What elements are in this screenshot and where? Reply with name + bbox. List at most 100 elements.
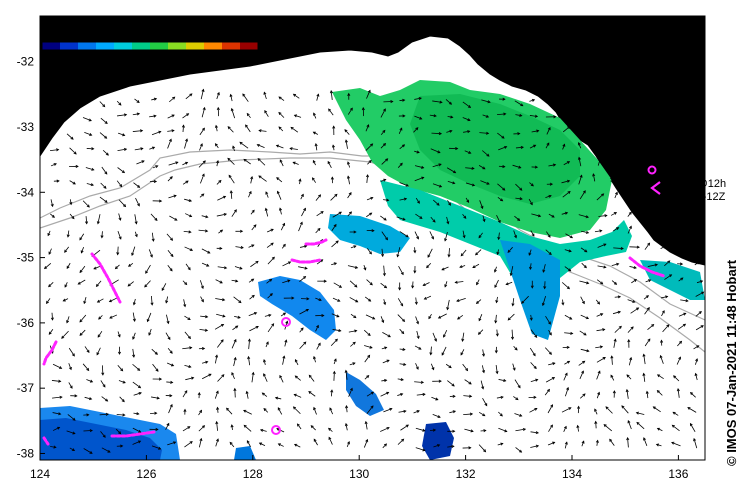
current-arrow [545,377,556,383]
current-arrow [100,231,104,239]
y-tick-label: -36 [17,316,35,330]
current-arrow [101,166,108,175]
current-arrow [263,373,268,382]
current-arrow [594,420,598,429]
current-arrow [612,310,622,315]
current-arrow [282,355,286,365]
current-arrow [292,93,300,99]
current-arrow [136,160,145,165]
current-arrow [592,173,596,182]
current-arrow [52,426,61,431]
current-arrow [79,329,86,336]
current-arrow [580,247,588,253]
current-arrow [432,163,442,168]
colorbar-swatch [114,42,133,50]
current-arrow [454,280,464,284]
current-arrow [201,215,209,219]
current-arrow [430,363,435,371]
current-arrow [459,265,466,269]
current-arrow [507,313,515,321]
current-arrow [427,248,433,258]
current-arrow [151,348,158,355]
current-arrow [258,129,267,133]
current-arrow [447,429,456,433]
y-tick-label: -38 [17,446,35,460]
current-arrow [118,380,126,384]
current-arrow [245,124,251,133]
current-arrow [132,312,136,322]
current-arrow [199,193,205,198]
current-arrow [397,314,406,322]
current-arrow [277,443,284,447]
current-arrow [396,247,401,258]
current-arrow [441,266,449,271]
current-arrow [344,369,348,380]
current-arrow [198,425,206,432]
current-arrow [294,375,301,381]
current-arrow [481,349,486,357]
current-arrow [151,97,158,101]
current-arrow [79,233,85,241]
current-arrow [595,439,599,446]
current-arrow [437,313,447,319]
current-arrow [659,354,664,364]
current-arrow [251,224,257,231]
current-arrow [496,395,504,399]
current-arrow [231,371,235,380]
current-arrow [445,99,453,105]
current-arrow [678,277,684,282]
current-arrow [564,249,572,253]
current-arrow [662,324,670,333]
current-arrow [528,249,532,256]
current-arrow [50,163,57,167]
current-arrow [52,412,62,416]
current-arrow [381,378,388,383]
current-arrow [529,407,538,413]
current-arrow [548,213,555,218]
current-arrow [548,163,557,167]
current-arrow [664,274,673,280]
current-arrow [626,436,630,448]
current-arrow [278,111,285,118]
current-arrow [347,211,352,217]
current-arrow [185,93,193,100]
current-arrow [332,370,336,381]
current-arrow [515,183,523,191]
current-arrow [528,395,537,399]
current-arrow [366,196,374,201]
current-arrow [216,406,220,413]
current-arrow [361,106,365,117]
current-arrow [562,345,570,349]
sst-patch-east [640,260,705,300]
current-arrow [256,143,265,148]
current-arrow [432,379,442,383]
current-arrow [475,299,482,304]
current-arrow [167,138,172,149]
current-arrow [578,360,586,366]
current-arrow [50,148,60,152]
current-arrow [227,157,235,165]
current-arrow [563,372,568,381]
current-arrow [610,175,614,182]
current-arrow [79,314,87,323]
current-arrow [274,396,282,400]
current-arrow [693,437,698,449]
current-arrow [695,358,699,365]
current-arrow [350,245,357,249]
current-arrow [215,354,219,364]
current-arrow [513,396,519,401]
current-arrow [581,262,587,269]
current-arrow [329,90,333,101]
current-arrow [564,441,568,449]
current-arrow [149,146,156,150]
current-arrow [149,114,157,118]
current-arrow [201,262,210,267]
current-arrow [69,213,75,220]
current-arrow [200,315,209,319]
current-arrow [99,101,106,108]
current-arrow [242,93,249,102]
y-tick-label: -32 [17,55,35,69]
current-arrow [214,124,218,132]
current-arrow [460,249,467,257]
current-arrow [635,411,645,415]
